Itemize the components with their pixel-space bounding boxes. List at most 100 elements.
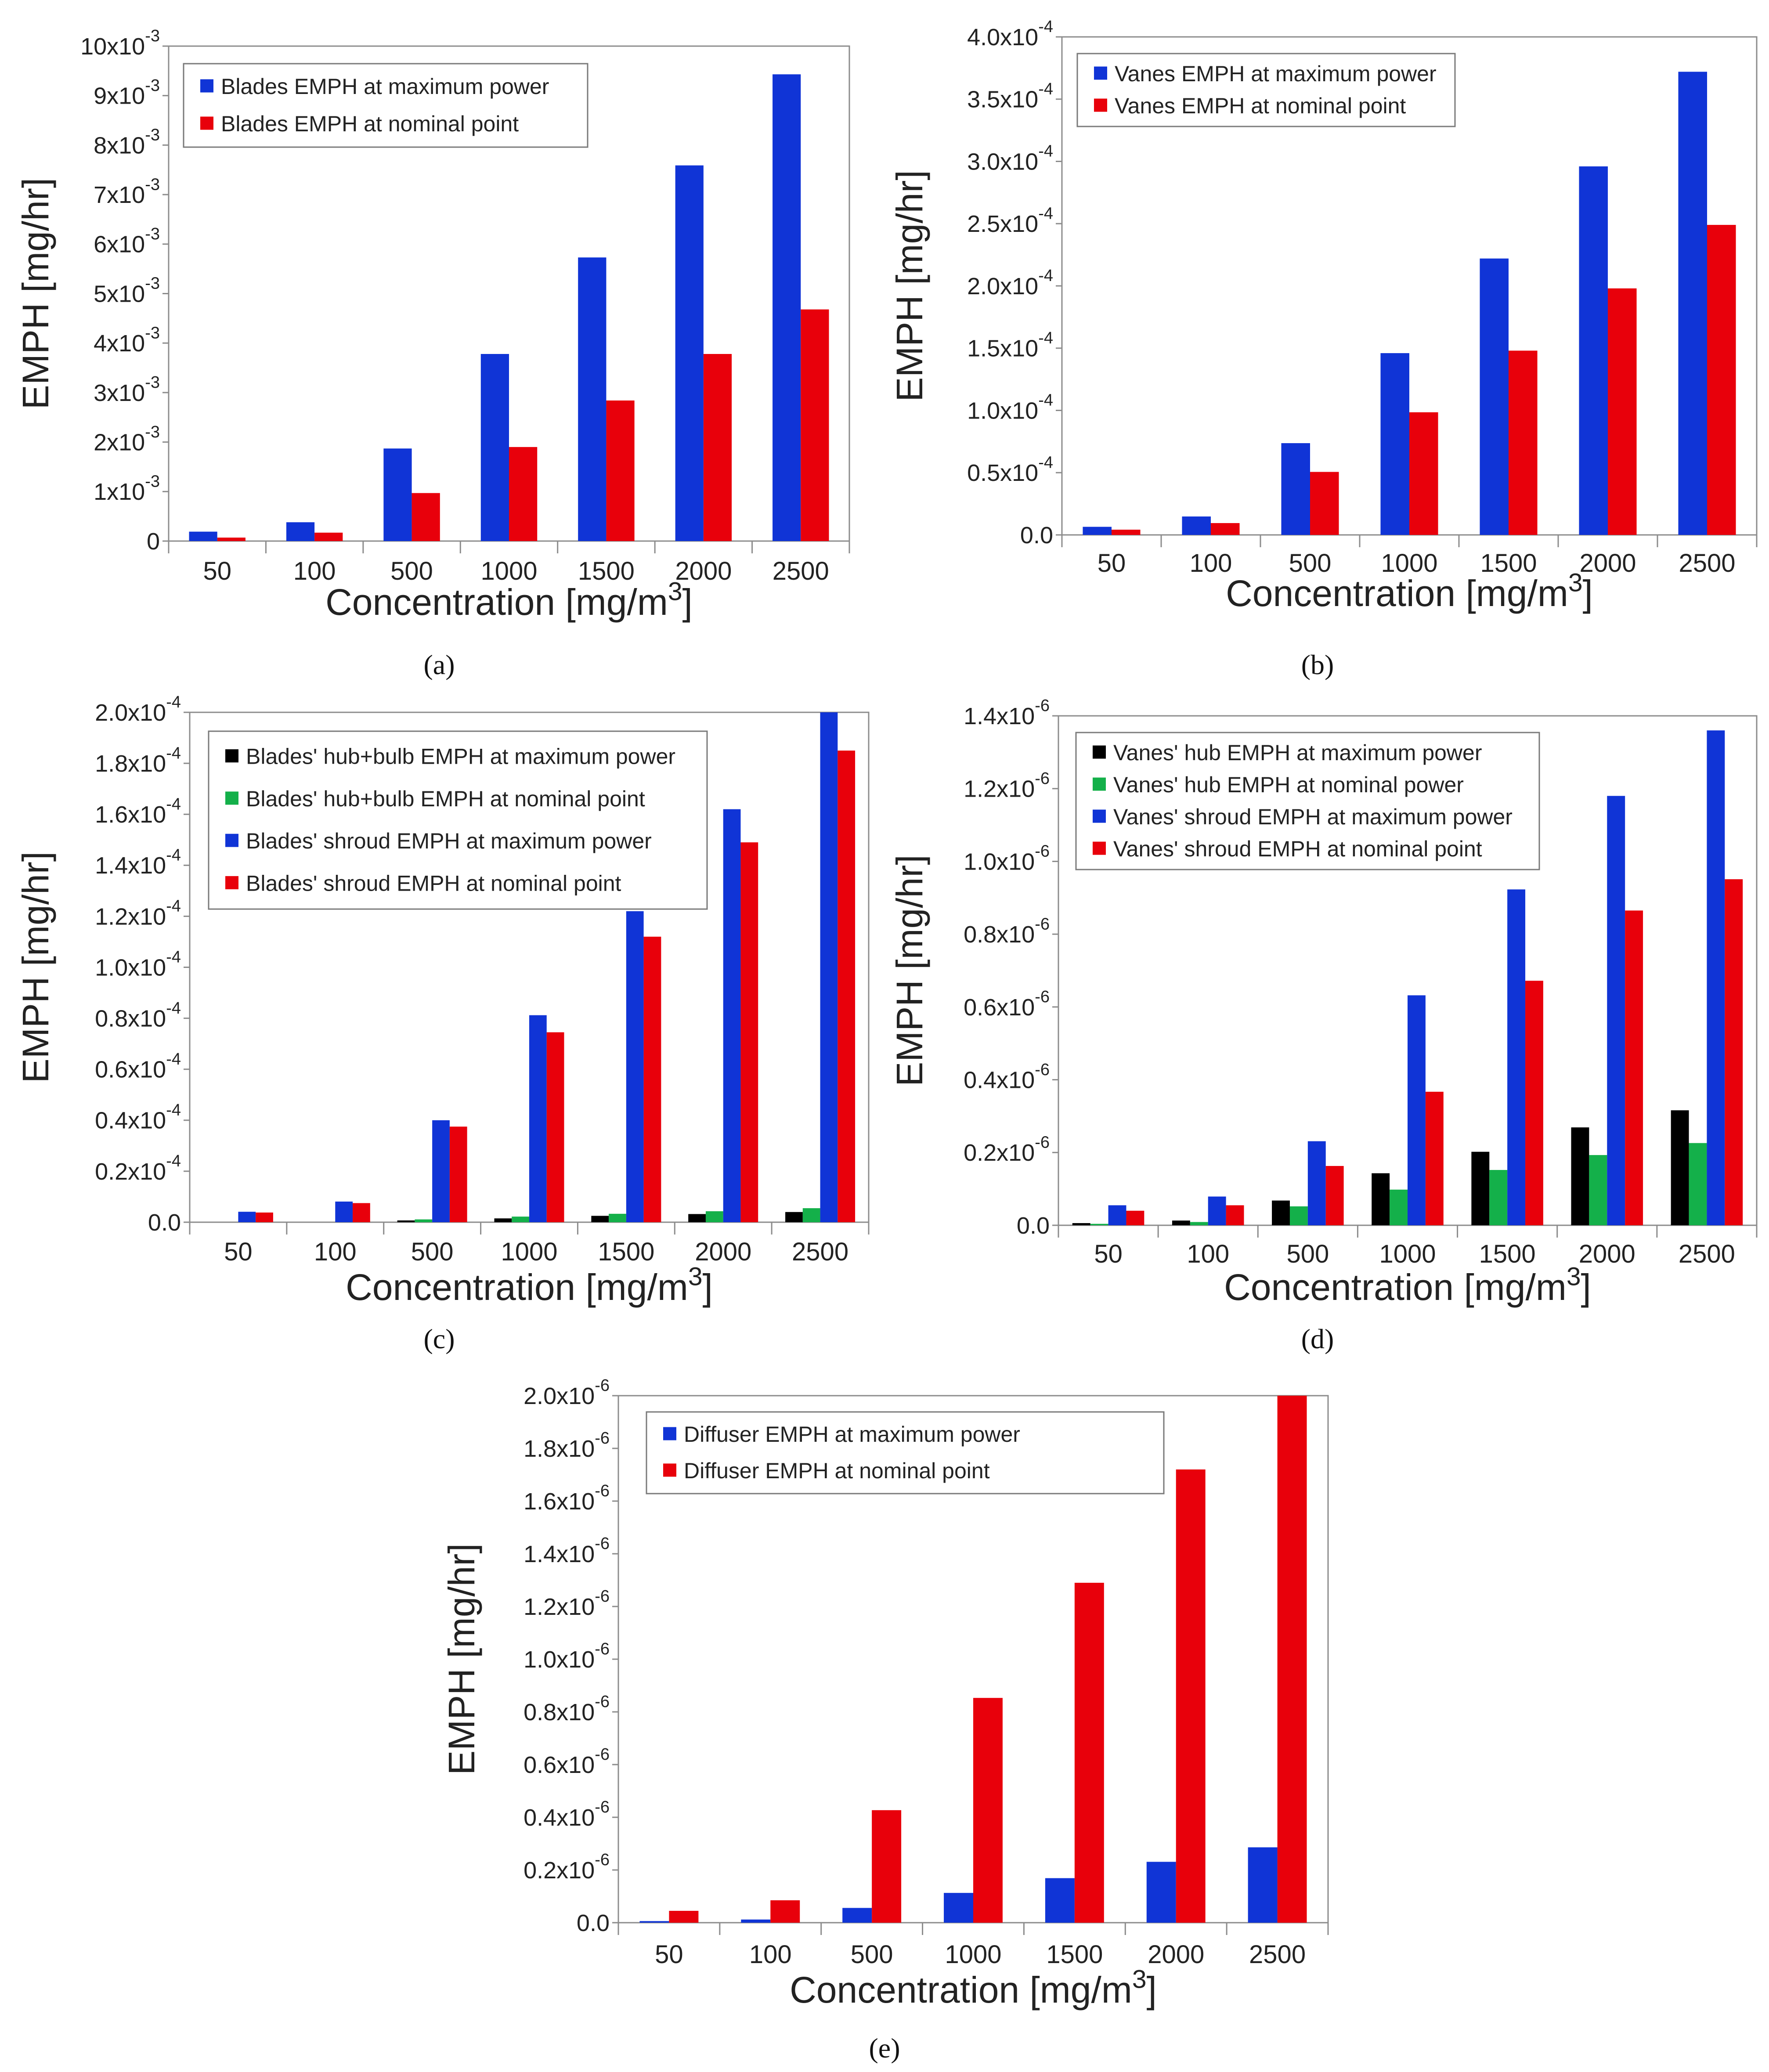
bar-blue-500	[842, 1908, 872, 1923]
y-tick-label: 1.2x10-4	[95, 897, 181, 930]
y-tick-label: 1.6x10-4	[95, 795, 181, 828]
y-tick-label: 0.2x10-4	[95, 1152, 181, 1185]
y-tick-mantissa: 0.4x10	[95, 1108, 166, 1134]
y-tick-exponent: -6	[595, 1534, 610, 1553]
bar-red-1500	[1074, 1583, 1104, 1923]
bar-red-2500	[801, 309, 829, 541]
chart-panel-d: 0.00.2x10-60.4x10-60.6x10-60.8x10-61.0x1…	[889, 697, 1758, 1354]
bar-blue-2000	[675, 165, 704, 541]
y-tick-exponent: -6	[1035, 769, 1050, 788]
legend-swatch-green	[1093, 777, 1106, 791]
legend-swatch-red	[1093, 841, 1106, 855]
bar-blue-2000	[1579, 166, 1608, 535]
y-tick-mantissa: 0.6x10	[95, 1057, 166, 1083]
x-tick-label: 2500	[1249, 1940, 1306, 1969]
bar-black-50	[1072, 1223, 1090, 1225]
legend-label: Blades' shroud EMPH at maximum power	[246, 829, 652, 853]
legend-swatch-black	[225, 749, 238, 763]
x-tick-label: 2000	[1148, 1940, 1204, 1969]
bar-blue-100	[741, 1919, 771, 1923]
bar-green-2000	[1589, 1155, 1607, 1225]
bar-blue-2500	[1707, 730, 1725, 1225]
y-tick-mantissa: 0.5x10	[967, 460, 1038, 486]
bar-blue-1000	[944, 1893, 973, 1923]
y-tick-exponent: -6	[595, 1798, 610, 1816]
y-tick-exponent: -4	[1038, 18, 1053, 36]
x-tick-label: 1000	[1379, 1240, 1436, 1268]
bar-red-1500	[643, 936, 661, 1222]
y-tick-mantissa: 2.0x10	[95, 700, 166, 726]
y-tick-exponent: -3	[145, 373, 160, 392]
bar-blue-2500	[820, 712, 838, 1222]
x-tick-label: 1500	[1479, 1240, 1536, 1268]
y-tick-mantissa: 5x10	[94, 281, 145, 307]
x-tick-label: 1500	[1046, 1940, 1103, 1969]
x-tick-label: 50	[203, 557, 231, 585]
bar-red-100	[353, 1203, 370, 1222]
bar-red-1500	[606, 400, 635, 541]
x-axis-label-tail: ]	[1581, 1267, 1591, 1308]
y-tick-exponent: -3	[145, 274, 160, 293]
legend-swatch-blue	[1093, 809, 1106, 823]
y-tick-exponent: -4	[166, 744, 181, 762]
legend-label: Diffuser EMPH at maximum power	[684, 1422, 1020, 1447]
bar-blue-2500	[1248, 1847, 1278, 1923]
x-axis-label-tail: ]	[682, 581, 693, 623]
y-tick-exponent: -3	[145, 225, 160, 243]
y-tick-mantissa: 9x10	[94, 83, 145, 109]
y-tick-mantissa: 1.0x10	[964, 848, 1035, 875]
y-tick-exponent: -4	[1038, 391, 1053, 410]
y-tick-label: 0	[147, 528, 160, 555]
y-axis-label: EMPH [mg/hr]	[889, 170, 930, 401]
bar-red-50	[217, 538, 245, 541]
y-tick-label: 1.0x10-6	[523, 1640, 610, 1673]
x-tick-label: 2500	[1679, 1240, 1735, 1268]
y-tick-exponent: -3	[145, 175, 160, 194]
legend-box	[183, 63, 588, 148]
bar-black-2500	[1671, 1110, 1689, 1225]
y-tick-label: 2.0x10-4	[95, 693, 181, 726]
x-axis-label-main: Concentration [mg/m	[325, 581, 668, 623]
legend-swatch-red	[200, 116, 213, 130]
bar-black-100	[1172, 1220, 1190, 1225]
x-tick-label: 2000	[675, 557, 732, 585]
bar-black-2500	[785, 1212, 803, 1222]
bar-blue-500	[432, 1120, 450, 1222]
bar-green-1500	[1489, 1170, 1508, 1225]
x-tick-label: 2000	[1579, 549, 1636, 578]
bar-red-1000	[1409, 412, 1438, 535]
y-tick-exponent: -4	[166, 846, 181, 865]
y-tick-label: 1.2x10-6	[523, 1587, 610, 1620]
y-tick-mantissa: 1.8x10	[95, 751, 166, 777]
y-tick-mantissa: 1.4x10	[964, 703, 1035, 729]
y-tick-mantissa: 0.0	[577, 1910, 610, 1936]
y-tick-label: 0.5x10-4	[967, 453, 1053, 486]
y-tick-mantissa: 1.6x10	[523, 1488, 595, 1515]
x-axis-label: Concentration [mg/m3]	[1226, 568, 1593, 614]
y-tick-exponent: -6	[595, 1745, 610, 1764]
bar-red-500	[1310, 472, 1339, 535]
y-tick-mantissa: 2x10	[94, 430, 145, 456]
y-axis-label: EMPH [mg/hr]	[15, 178, 56, 409]
y-tick-label: 0.8x10-6	[964, 915, 1050, 948]
x-axis-label-sup: 3	[1568, 568, 1583, 597]
bar-red-50	[669, 1911, 699, 1923]
y-tick-mantissa: 1.2x10	[523, 1594, 595, 1620]
y-tick-mantissa: 2.0x10	[967, 273, 1038, 300]
y-tick-exponent: -4	[166, 1152, 181, 1170]
y-tick-exponent: -4	[1038, 80, 1053, 98]
legend-swatch-green	[225, 791, 238, 805]
bar-red-50	[1112, 530, 1141, 535]
y-tick-label: 5x10-3	[94, 274, 160, 307]
bar-red-2500	[1707, 225, 1736, 535]
x-axis-label-main: Concentration [mg/m	[790, 1969, 1132, 2011]
y-tick-exponent: -3	[145, 126, 160, 144]
y-tick-label: 2.0x10-4	[967, 267, 1053, 300]
y-tick-mantissa: 3x10	[94, 380, 145, 406]
x-tick-label: 500	[1286, 1240, 1329, 1268]
x-tick-label: 2500	[1679, 549, 1735, 578]
bar-red-2000	[1625, 910, 1643, 1225]
bar-blue-1500	[1045, 1878, 1075, 1923]
y-tick-exponent: -4	[166, 999, 181, 1018]
y-tick-label: 0.8x10-6	[523, 1693, 610, 1725]
